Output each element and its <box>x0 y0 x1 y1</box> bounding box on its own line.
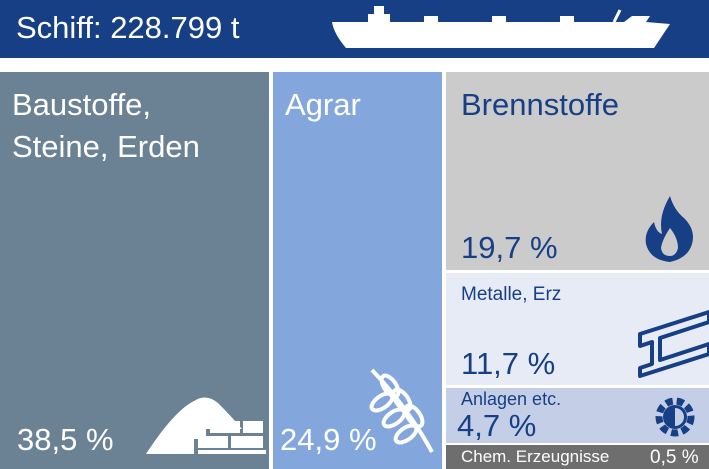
steel-beam-icon <box>638 310 709 378</box>
category-label-line: Baustoffe, <box>12 87 152 122</box>
category-label-line: Steine, Erden <box>12 129 200 164</box>
category-label: Agrar <box>285 84 361 126</box>
sand-pile-bricks-icon <box>146 397 266 454</box>
wheat-icon <box>369 368 434 453</box>
ship-icon <box>332 6 670 48</box>
category-label: Metalle, Erz <box>461 283 561 307</box>
gear-icon <box>655 397 695 437</box>
value-label: 4,7 % <box>457 408 537 443</box>
flame-icon <box>645 196 693 262</box>
value-label: 38,5 % <box>17 422 114 457</box>
value-label: 11,7 % <box>461 346 556 381</box>
tile-baustoffe: Baustoffe, Steine, Erden 38,5 % <box>0 72 269 469</box>
value-label: 24,9 % <box>280 422 377 457</box>
category-label: Anlagen etc. <box>461 388 561 410</box>
category-label-line: Brennstoffe <box>461 87 619 122</box>
category-label: Chem. Erzeugnisse <box>461 445 609 469</box>
category-label: Baustoffe, Steine, Erden <box>12 84 200 168</box>
header-title: Schiff: 228.799 t <box>16 10 240 45</box>
category-label: Brennstoffe <box>461 84 619 126</box>
category-label-line: Anlagen etc. <box>461 389 562 409</box>
header: Schiff: 228.799 t <box>0 0 709 58</box>
tile-chem: Chem. Erzeugnisse 0,5 % <box>446 445 709 469</box>
value-label: 19,7 % <box>461 230 558 265</box>
category-label-line: Chem. Erzeugnisse <box>461 447 610 466</box>
category-label-line: Agrar <box>285 87 361 122</box>
tile-agrar: Agrar 24,9 % <box>273 72 442 469</box>
category-label-line: Metalle, Erz <box>461 284 562 305</box>
value-label: 0,5 % <box>650 447 699 468</box>
